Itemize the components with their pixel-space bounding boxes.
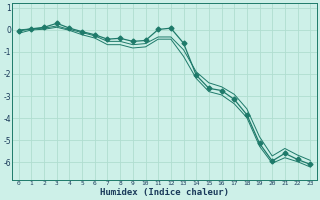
X-axis label: Humidex (Indice chaleur): Humidex (Indice chaleur) — [100, 188, 229, 197]
